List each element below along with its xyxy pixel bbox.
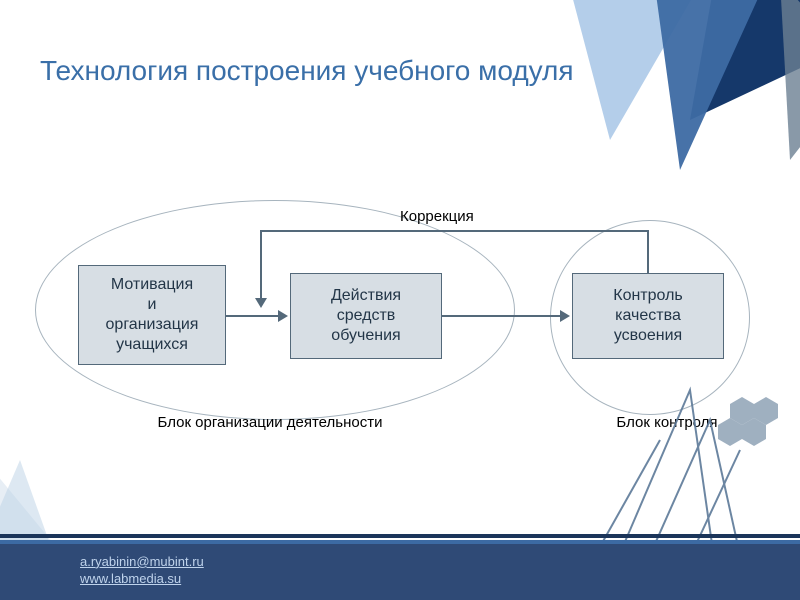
node-actions: Действиясредствобучения — [290, 273, 442, 359]
node-control-label: Контролькачестваусвоения — [613, 286, 683, 346]
arrow-1-head — [278, 310, 288, 322]
footer-email-link[interactable]: a.ryabinin@mubint.ru — [80, 554, 204, 569]
footer: a.ryabinin@mubint.ru www.labmedia.su — [0, 522, 800, 600]
group-label-organization: Блок организации деятельности — [110, 414, 430, 431]
arrow-1-line — [226, 315, 280, 317]
arrow-2-line — [442, 315, 562, 317]
corner-decor-top-right — [520, 0, 800, 210]
feedback-head — [255, 298, 267, 308]
slide: Технология построения учебного модуля Мо… — [0, 0, 800, 600]
node-control: Контролькачестваусвоения — [572, 273, 724, 359]
feedback-top — [260, 230, 649, 232]
footer-stripe-top — [0, 534, 800, 538]
feedback-label: Коррекция — [400, 208, 474, 225]
flowchart: Мотивацияиорганизацияучащихся Действияср… — [30, 190, 770, 460]
page-title: Технология построения учебного модуля — [40, 55, 760, 87]
feedback-up — [647, 230, 649, 273]
node-actions-label: Действиясредствобучения — [331, 286, 401, 346]
footer-url-link[interactable]: www.labmedia.su — [80, 571, 181, 586]
footer-text: a.ryabinin@mubint.ru www.labmedia.su — [80, 553, 204, 588]
group-label-control: Блок контроля — [592, 414, 742, 431]
node-motivation-label: Мотивацияиорганизацияучащихся — [106, 275, 199, 355]
arrow-2-head — [560, 310, 570, 322]
feedback-down — [260, 230, 262, 300]
node-motivation: Мотивацияиорганизацияучащихся — [78, 265, 226, 365]
